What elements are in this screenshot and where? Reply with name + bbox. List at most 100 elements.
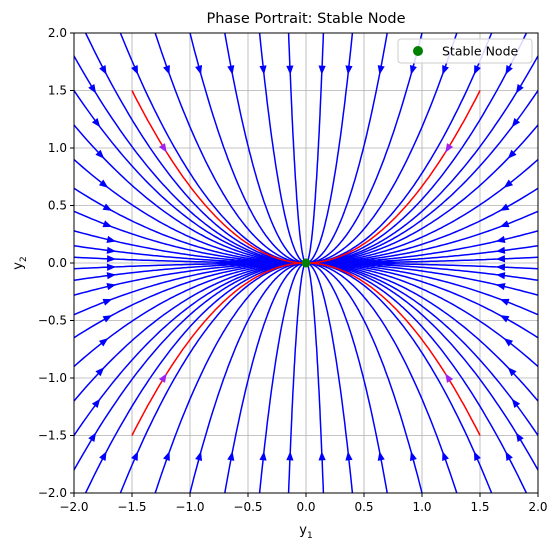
equilibrium-layer: [301, 258, 311, 268]
stream-arrow: [345, 451, 353, 461]
stream-arrow: [195, 451, 203, 461]
stream-arrow: [106, 246, 117, 254]
y-tick-label: −1.5: [38, 429, 67, 443]
stream-arrow: [503, 179, 514, 188]
stream-arrow: [95, 149, 105, 159]
stream-arrow: [91, 117, 101, 128]
stream-arrow: [495, 263, 506, 271]
special-trajectory: [131, 262, 306, 436]
stream-arrow: [106, 235, 117, 243]
stream-arrow: [495, 235, 506, 243]
x-tick-label: 0.0: [296, 500, 315, 514]
legend-marker: [413, 46, 423, 56]
stream-arrow: [259, 451, 267, 461]
stream-arrow: [515, 432, 524, 443]
stream-arrow: [99, 65, 107, 75]
stream-arrow: [507, 149, 517, 159]
x-tick-label: −0.5: [233, 500, 262, 514]
streamline: [119, 33, 306, 264]
stream-arrow: [515, 83, 524, 94]
stream-arrow: [106, 283, 117, 291]
stream-arrow: [99, 451, 107, 461]
axes: [70, 32, 539, 497]
y-tick-label: 0.5: [48, 199, 67, 213]
stream-arrow: [495, 272, 506, 280]
special-trajectory: [306, 90, 481, 264]
stream-arrow: [102, 315, 113, 323]
stream-arrow: [445, 373, 454, 383]
stream-arrow: [442, 65, 449, 75]
stream-arrow: [195, 65, 203, 75]
stream-arrow: [442, 451, 449, 461]
stream-arrow: [95, 367, 105, 377]
stream-arrow: [495, 246, 506, 254]
stream-arrow: [377, 451, 385, 461]
x-tick-label: −1.0: [175, 500, 204, 514]
streamline: [306, 262, 538, 437]
stream-arrow: [227, 451, 235, 461]
stream-arrow: [377, 65, 385, 75]
stream-arrow: [503, 338, 514, 347]
stream-arrow: [318, 65, 326, 75]
stream-arrow: [102, 220, 113, 228]
stream-arrow: [102, 298, 113, 306]
stream-arrow: [507, 367, 517, 377]
streamline: [306, 210, 538, 264]
stream-arrow: [409, 65, 417, 75]
streamline: [306, 262, 538, 403]
streamlines: [74, 33, 538, 493]
stream-arrow: [505, 65, 513, 75]
streamline: [306, 123, 538, 264]
legend-label: Stable Node: [442, 44, 518, 59]
legend: Stable Node: [397, 38, 533, 64]
stream-arrow: [158, 143, 167, 153]
stream-arrow: [106, 263, 117, 271]
stream-arrow: [511, 398, 521, 409]
stream-arrow: [499, 315, 510, 323]
stream-arrow: [286, 451, 294, 461]
streamline: [74, 54, 306, 264]
stream-arrow: [286, 65, 294, 75]
x-tick-label: −2.0: [59, 500, 88, 514]
stream-arrow: [409, 451, 417, 461]
x-axis-label: y1: [299, 523, 312, 541]
x-tick-label: 2.0: [528, 500, 547, 514]
stream-arrow: [473, 451, 481, 461]
tick-labels: −2.0 −1.5 −1.0 −0.5 0.0 0.5 1.0 1.5 2.0 −2.0 −1.5 −…: [38, 26, 548, 514]
y-tick-label: −2.0: [38, 486, 67, 500]
streamline: [306, 262, 538, 316]
streamline: [306, 262, 538, 472]
stream-arrow: [158, 373, 167, 383]
y-tick-label: 1.0: [48, 141, 67, 155]
special-trajectory: [306, 262, 481, 436]
y-axis-label: y2: [11, 256, 29, 269]
stream-arrow: [131, 65, 139, 75]
y-tick-label: 0.0: [48, 256, 67, 270]
y-tick-label: −1.0: [38, 371, 67, 385]
stream-arrow: [106, 272, 117, 280]
special-trajectory: [131, 90, 306, 264]
stream-arrow: [106, 255, 117, 263]
stream-arrow: [91, 398, 101, 409]
x-tick-label: 0.5: [354, 500, 373, 514]
stream-arrow: [499, 298, 510, 306]
stream-arrow: [98, 338, 109, 347]
stream-arrow: [511, 117, 521, 128]
special-trajectories: [131, 90, 481, 436]
x-tick-label: 1.5: [470, 500, 489, 514]
stream-arrow: [88, 432, 97, 443]
y-tick-label: 1.5: [48, 84, 67, 98]
stream-arrow: [499, 203, 510, 211]
streamline: [305, 33, 325, 264]
stream-arrow: [495, 283, 506, 291]
stream-arrow: [259, 65, 267, 75]
stream-arrow: [163, 451, 170, 461]
stream-arrow: [505, 451, 513, 461]
streamline: [287, 33, 307, 264]
x-tick-label: −1.5: [117, 500, 146, 514]
y-tick-label: 2.0: [48, 26, 67, 40]
y-tick-label: −0.5: [38, 314, 67, 328]
chart-title: Phase Portrait: Stable Node: [206, 11, 405, 27]
